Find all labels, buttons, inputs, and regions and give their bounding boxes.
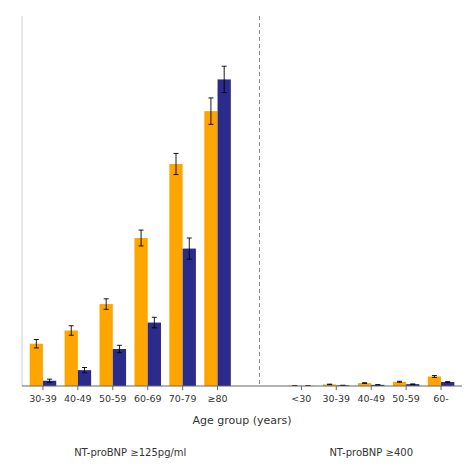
- x-tick-label: 50-59: [392, 393, 420, 404]
- x-tick-label: <30: [291, 393, 311, 404]
- x-tick: [112, 386, 113, 390]
- x-tick-label: 50-59: [99, 393, 127, 404]
- x-tick-label: 60-69: [134, 393, 162, 404]
- bar: [183, 249, 196, 386]
- error-bar: [47, 379, 52, 382]
- x-axis-line: [22, 386, 462, 387]
- bar: [113, 349, 126, 386]
- chart: 30-39 40-49 50-59 60-69 70-79 ≥80 <30 30-39 40-4…: [0, 0, 474, 474]
- error-bar: [152, 317, 157, 328]
- error-bar: [432, 376, 437, 378]
- error-bar: [362, 382, 367, 384]
- x-tick-label: 40-49: [64, 393, 92, 404]
- error-bar: [69, 326, 74, 336]
- error-bar: [187, 238, 192, 259]
- bar: [148, 323, 161, 386]
- bar: [393, 382, 406, 386]
- x-tick-label: 40-49: [357, 393, 385, 404]
- bar: [441, 382, 454, 386]
- section-separator: [259, 16, 260, 386]
- bar: [134, 238, 147, 386]
- section-label: NT-proBNP ≥400: [329, 447, 413, 458]
- bar: [30, 344, 43, 386]
- x-axis-label: Age group (years): [192, 414, 291, 427]
- x-tick: [301, 386, 302, 390]
- x-tick: [147, 386, 148, 390]
- bar: [169, 164, 182, 386]
- error-bar: [104, 299, 109, 310]
- x-tick: [182, 386, 183, 390]
- error-bar: [222, 66, 227, 92]
- error-bar: [174, 153, 179, 174]
- error-bar: [82, 368, 87, 373]
- x-tick-label: 70-79: [169, 393, 197, 404]
- x-tick: [42, 386, 43, 390]
- bar: [204, 111, 217, 386]
- x-tick: [217, 386, 218, 390]
- bar: [218, 79, 231, 386]
- error-bar: [397, 381, 402, 383]
- bar: [100, 304, 113, 386]
- error-bar: [208, 98, 213, 124]
- x-tick-label: 60-: [433, 393, 449, 404]
- error-bar: [117, 345, 122, 352]
- error-bar: [445, 381, 450, 383]
- error-bar: [34, 339, 39, 347]
- x-tick: [77, 386, 78, 390]
- error-bar: [327, 384, 332, 386]
- x-tick: [371, 386, 372, 390]
- bars: [30, 66, 455, 386]
- x-tick: [406, 386, 407, 390]
- x-tick: [336, 386, 337, 390]
- section-label: NT-proBNP ≥125pg/ml: [74, 447, 186, 458]
- error-bar: [375, 384, 380, 385]
- error-bar: [410, 383, 415, 384]
- x-tick-label: 30-39: [29, 393, 57, 404]
- y-axis-line: [22, 16, 23, 386]
- x-tick-label: 30-39: [322, 393, 350, 404]
- x-tick: [441, 386, 442, 390]
- x-tick-label: ≥80: [208, 393, 228, 404]
- error-bar: [139, 230, 144, 246]
- bar: [428, 376, 441, 386]
- bar: [65, 331, 78, 387]
